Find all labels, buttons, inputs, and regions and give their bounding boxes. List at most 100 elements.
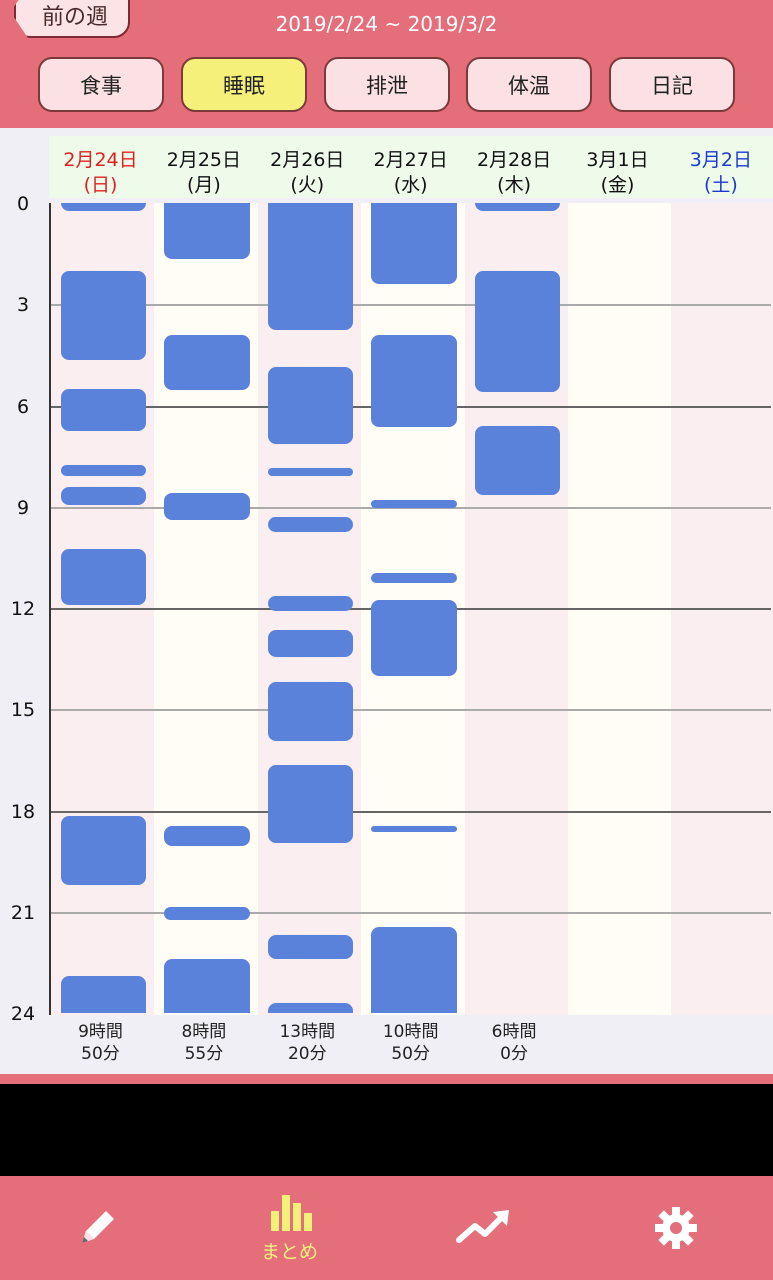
day-weekday: (火)	[290, 174, 325, 196]
daily-total: 10時間 50分	[359, 1021, 462, 1065]
grid-line	[51, 911, 771, 914]
day-label: 2月24日 (日)	[49, 148, 152, 198]
day-date: 3月2日	[689, 149, 752, 171]
y-tick-label: 15	[10, 699, 36, 722]
sleep-bar[interactable]	[371, 926, 457, 1013]
day-labels: 2月24日 (日) 2月25日 (月) 2月26日 (火) 2月27日 (水) 2月28日 (木)…	[49, 136, 773, 198]
tab-temperature[interactable]: 体温	[466, 57, 592, 112]
tab-diary[interactable]: 日記	[609, 57, 735, 112]
day-weekday: (日)	[83, 174, 118, 196]
y-tick-label: 6	[16, 395, 30, 418]
sleep-bar[interactable]	[371, 599, 457, 676]
sleep-bar[interactable]	[267, 764, 354, 843]
nav-settings[interactable]	[579, 1176, 772, 1280]
y-tick-label: 21	[10, 901, 36, 924]
pencil-icon	[81, 1211, 114, 1243]
grid-line	[51, 304, 771, 307]
day-weekday: (水)	[393, 174, 428, 196]
sleep-bar[interactable]	[164, 959, 250, 1013]
y-tick-label: 0	[16, 193, 30, 215]
day-label: 2月27日 (水)	[359, 148, 462, 198]
day-date: 2月28日	[476, 149, 552, 171]
sleep-bar[interactable]	[61, 388, 147, 431]
daily-total: 6時間 0分	[463, 1021, 566, 1065]
bar-chart-icon	[270, 1194, 312, 1231]
day-label: 2月26日 (火)	[256, 148, 359, 198]
total-hours: 9時間	[78, 1022, 123, 1042]
header-bar: 前の週 2019/2/24 ~ 2019/3/2 食事 睡眠 排泄 体温 日記	[0, 0, 773, 128]
total-minutes: 0分	[500, 1044, 528, 1064]
grid-line	[51, 709, 771, 712]
day-label: 2月28日 (木)	[463, 148, 566, 198]
sleep-bar[interactable]	[164, 906, 250, 921]
total-minutes: 50分	[391, 1044, 430, 1064]
trend-icon	[455, 1210, 509, 1243]
prev-week-button[interactable]: 前の週	[14, 0, 130, 38]
sleep-bar[interactable]	[164, 334, 250, 391]
sleep-bar[interactable]	[371, 334, 457, 428]
nav-trend[interactable]	[386, 1176, 579, 1280]
sleep-bar[interactable]	[267, 629, 354, 657]
total-hours: 10時間	[382, 1022, 439, 1042]
ad-area	[0, 1084, 773, 1176]
sleep-bar[interactable]	[61, 486, 147, 506]
sleep-bar[interactable]	[371, 203, 457, 284]
sleep-bar[interactable]	[61, 548, 147, 605]
day-label: 3月2日 (土)	[669, 148, 772, 198]
date-range: 2019/2/24 ~ 2019/3/2	[275, 12, 498, 36]
gear-icon	[654, 1207, 697, 1249]
day-label: 3月1日 (金)	[566, 148, 669, 198]
day-date: 3月1日	[586, 149, 649, 171]
total-hours: 13時間	[279, 1022, 336, 1042]
daily-total: 13時間 20分	[256, 1021, 359, 1065]
day-date: 2月24日	[63, 149, 138, 171]
day-date: 2月27日	[373, 149, 448, 171]
nav-input[interactable]	[0, 1176, 193, 1280]
day-weekday: (木)	[497, 174, 531, 196]
total-minutes: 20分	[287, 1044, 327, 1064]
day-date: 2月25日	[166, 149, 242, 171]
bottom-nav: まとめ	[0, 1176, 773, 1280]
sleep-bar[interactable]	[267, 366, 354, 445]
daily-total: 8時間 55分	[152, 1021, 255, 1065]
sleep-bar[interactable]	[267, 935, 354, 959]
prev-week-label: 前の週	[42, 5, 109, 30]
sleep-chart: 2月24日 (日) 2月25日 (月) 2月26日 (火) 2月27日 (水) 2月28日 (木)…	[0, 128, 773, 1074]
sleep-bar[interactable]	[474, 203, 560, 212]
nav-summary-label: まとめ	[260, 1240, 318, 1263]
sleep-bar[interactable]	[61, 464, 147, 477]
total-minutes: 55分	[184, 1044, 224, 1064]
day-date: 2月26日	[270, 149, 345, 171]
sleep-bar[interactable]	[371, 572, 457, 583]
sleep-bar[interactable]	[474, 425, 560, 495]
day-weekday: (金)	[600, 174, 635, 196]
sleep-bar[interactable]	[267, 467, 354, 477]
nav-summary[interactable]: まとめ	[193, 1176, 386, 1280]
day-weekday: (土)	[703, 174, 738, 196]
sleep-bar[interactable]	[61, 203, 147, 212]
sleep-bar[interactable]	[164, 203, 250, 259]
sleep-plot	[49, 203, 773, 1015]
sleep-bar[interactable]	[267, 516, 354, 533]
y-tick-label: 12	[10, 598, 36, 620]
tab-excretion[interactable]: 排泄	[324, 57, 450, 112]
sleep-bar[interactable]	[267, 682, 354, 742]
tab-meal[interactable]: 食事	[38, 57, 164, 112]
sleep-bar[interactable]	[61, 270, 147, 360]
sleep-bar[interactable]	[474, 270, 560, 392]
tab-sleep[interactable]: 睡眠	[181, 57, 307, 112]
daily-total: 9時間 50分	[49, 1021, 152, 1065]
day-weekday: (月)	[186, 174, 221, 196]
sleep-bar[interactable]	[164, 825, 250, 846]
sleep-bar[interactable]	[61, 815, 147, 885]
sleep-bar[interactable]	[164, 493, 250, 521]
y-tick-label: 24	[10, 1003, 36, 1025]
sleep-bar[interactable]	[371, 825, 457, 833]
sleep-bar[interactable]	[267, 203, 354, 330]
sleep-bar[interactable]	[61, 975, 147, 1013]
y-tick-label: 9	[16, 496, 30, 519]
y-tick-label: 3	[16, 294, 30, 317]
sleep-bar[interactable]	[267, 1002, 354, 1013]
sleep-bar[interactable]	[267, 596, 354, 612]
sleep-bar[interactable]	[371, 500, 457, 509]
